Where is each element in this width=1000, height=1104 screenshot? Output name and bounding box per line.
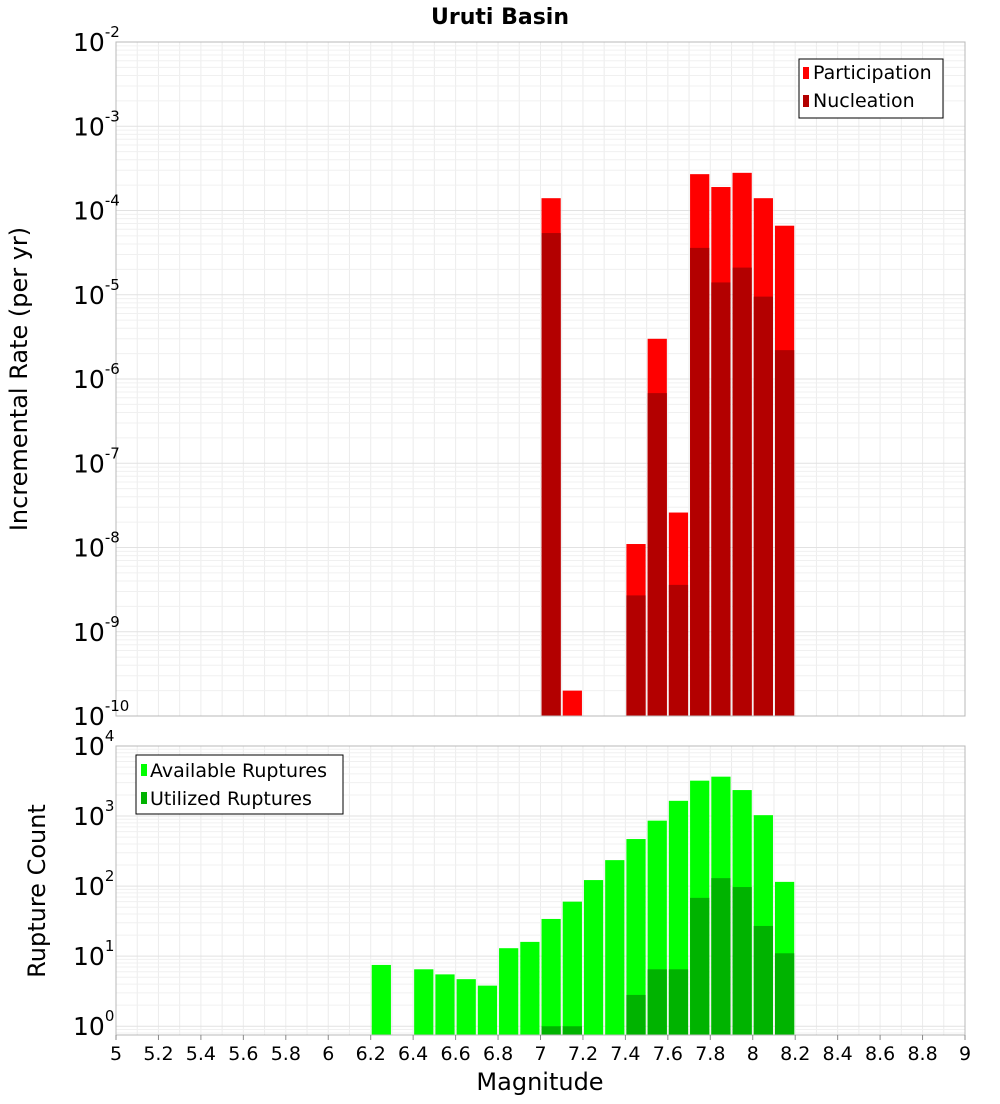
count-bar-utilized [668,969,689,1035]
count-bar-available [414,969,434,1035]
chart-title: Uruti Basin [431,5,569,30]
count-y-tick-label: 102 [73,867,114,901]
x-tick-label: 5.8 [271,1043,301,1065]
rate-bar-nucleation [647,393,667,716]
x-tick-label: 8.6 [865,1043,895,1065]
count-bar-utilized [732,887,752,1035]
x-tick-label: 6.8 [483,1043,513,1065]
legend-swatch-utilized [141,792,147,804]
rate-y-ticks: 10-10 10-9 10-8 10-7 10-6 10-5 10-4 10-3 10-2 [73,23,129,731]
legend-label-utilized: Utilized Ruptures [150,788,312,810]
rate-bar-nucleation [732,267,752,716]
rate-y-tick-label: 10-4 [73,192,120,226]
count-y-tick-label: 103 [73,797,114,831]
count-bars [371,776,795,1035]
x-tick-label: 6.4 [398,1043,428,1065]
rate-bar-nucleation [690,247,710,716]
rate-y-tick-label: 10-7 [73,444,120,478]
x-tick-label: 5.2 [143,1043,173,1065]
legend-swatch-participation [803,67,809,79]
count-legend-box [135,754,344,815]
rate-bar-nucleation [753,296,773,716]
legend-label-available: Available Ruptures [150,760,327,782]
count-y-ticks: 100 101 102 103 104 [73,727,114,1041]
rate-y-tick-label: 10-10 [73,697,129,731]
count-bar-utilized [541,1026,561,1035]
count-bar-available [499,948,519,1035]
count-bar-utilized [774,953,795,1035]
x-tick-label: 6.2 [356,1043,386,1065]
x-tick-label: 9 [959,1043,971,1065]
count-bar-utilized [562,1026,582,1035]
x-ticks: 5 5.2 5.4 5.6 5.8 6 6.2 6.4 6.6 6.8 7 7.2 7.4 7.6 7.8 8… [110,1035,971,1065]
rate-y-axis-label: Incremental Rate (per yr) [5,227,33,531]
x-tick-label: 8.2 [780,1043,810,1065]
count-bar-available [371,964,391,1035]
count-bar-available [605,860,625,1035]
rate-y-tick-label: 10-8 [73,529,120,563]
x-tick-label: 7 [534,1043,546,1065]
rate-y-tick-label: 10-3 [73,107,120,141]
count-bar-available [520,941,540,1035]
count-legend: Available Ruptures Utilized Ruptures [135,754,344,815]
rate-y-tick-label: 10-6 [73,360,120,394]
rate-plot-border [115,41,966,717]
count-y-tick-label: 101 [73,937,114,971]
rate-bar-nucleation [626,595,646,716]
count-panel: 100 101 102 103 104 5 5.2 5.4 5.6 5.8 6 6.2 6.4 6.6 6… [23,727,971,1096]
count-bar-utilized [753,925,773,1035]
x-tick-label: 7.2 [568,1043,598,1065]
count-bar-available [626,839,646,1035]
count-y-axis-label: Rupture Count [23,804,51,978]
x-tick-label: 7.4 [610,1043,640,1065]
legend-swatch-available [141,764,147,776]
legend-label-participation: Participation [813,62,932,84]
count-bar-available [435,974,455,1035]
count-bar-available [562,901,582,1035]
x-tick-label: 7.8 [695,1043,725,1065]
count-y-tick-label: 104 [73,727,114,761]
count-bar-utilized [626,994,646,1035]
rate-y-tick-label: 10-9 [73,613,120,647]
x-axis-label: Magnitude [476,1068,603,1096]
rate-bar-participation [562,690,582,716]
legend-swatch-nucleation [803,95,809,107]
x-tick-label: 7.6 [653,1043,683,1065]
x-tick-label: 8.8 [907,1043,937,1065]
count-bar-available [477,985,498,1035]
rate-y-tick-label: 10-2 [73,23,120,57]
rate-bar-nucleation [774,350,795,716]
rate-legend: Participation Nucleation [798,58,944,119]
count-grid [115,745,966,1035]
rate-grid [115,41,966,717]
count-bar-available [456,979,476,1035]
count-bar-utilized [711,878,731,1035]
x-tick-label: 5.4 [186,1043,216,1065]
legend-label-nucleation: Nucleation [813,90,915,112]
count-y-tick-label: 100 [73,1007,114,1041]
count-bar-available [583,880,604,1035]
rate-panel: 10-10 10-9 10-8 10-7 10-6 10-5 10-4 10-3 10-2 In… [5,23,966,731]
count-bar-utilized [690,897,710,1035]
x-tick-label: 6.6 [440,1043,470,1065]
rate-bar-nucleation [711,282,731,716]
rate-bars [541,172,795,717]
rate-bar-nucleation [668,584,689,716]
count-bar-available [541,918,561,1035]
rate-y-tick-label: 10-5 [73,276,120,310]
count-bar-utilized [647,969,667,1035]
x-tick-label: 8 [747,1043,759,1065]
x-tick-label: 5.6 [228,1043,258,1065]
rate-legend-box [798,58,944,119]
rate-bar-nucleation [541,233,561,716]
x-tick-label: 8.4 [823,1043,853,1065]
x-tick-label: 6 [322,1043,334,1065]
x-tick-label: 5 [110,1043,122,1065]
